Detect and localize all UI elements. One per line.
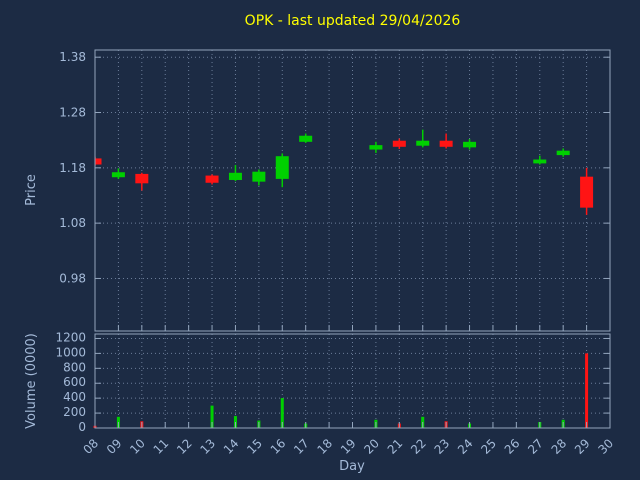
price-tick-label: 1.38 xyxy=(59,50,86,64)
volume-tick-label: 1200 xyxy=(55,330,86,344)
volume-axis-title: Volume (0000) xyxy=(24,333,39,429)
candle-body xyxy=(95,158,102,165)
volume-bar xyxy=(585,353,589,428)
day-tick-label: 14 xyxy=(221,436,242,457)
candle-body xyxy=(135,173,149,184)
candles-layer xyxy=(95,129,594,215)
day-tick-label: 26 xyxy=(502,436,523,457)
volume-tick-label: 200 xyxy=(63,405,86,419)
candle-body xyxy=(556,150,570,156)
day-tick-label: 08 xyxy=(80,436,101,457)
day-tick-label: 18 xyxy=(315,436,336,457)
day-tick-label: 20 xyxy=(361,436,382,457)
volume-tick-label: 400 xyxy=(63,390,86,404)
candle-body xyxy=(111,172,125,178)
price-tick-label: 0.98 xyxy=(59,271,86,285)
price-tick-label: 1.18 xyxy=(59,161,86,175)
day-tick-label: 19 xyxy=(338,436,359,457)
day-tick-label: 27 xyxy=(525,436,546,457)
price-tick-label: 1.28 xyxy=(59,106,86,120)
volume-panel-frame xyxy=(94,333,611,429)
candle-body xyxy=(228,172,242,180)
day-tick-label: 15 xyxy=(244,436,265,457)
day-tick-label: 13 xyxy=(197,436,218,457)
price-axis-title: Price xyxy=(24,174,39,206)
candle-body xyxy=(439,140,453,147)
day-tick-label: 16 xyxy=(268,436,289,457)
day-tick-label: 22 xyxy=(408,436,429,457)
day-tick-label: 24 xyxy=(455,436,476,457)
volume-bar xyxy=(280,398,284,428)
volume-tick-label: 800 xyxy=(63,360,86,374)
candle-body xyxy=(580,176,594,208)
candle-body xyxy=(275,156,289,179)
chart-title: OPK - last updated 29/04/2026 xyxy=(244,13,461,29)
volume-tick-label: 1000 xyxy=(55,345,86,359)
day-tick-label: 25 xyxy=(478,436,499,457)
day-tick-label: 09 xyxy=(104,436,125,457)
candle-body xyxy=(533,159,547,164)
candle-body xyxy=(463,141,477,148)
day-tick-label: 29 xyxy=(572,436,593,457)
day-tick-label: 17 xyxy=(291,436,312,457)
day-tick-label: 23 xyxy=(432,436,453,457)
price-tick-label: 1.08 xyxy=(59,216,86,230)
x-axis-title: Day xyxy=(339,459,365,474)
candle-body xyxy=(205,175,219,183)
day-tick-label: 10 xyxy=(127,436,148,457)
volume-tick-label: 0 xyxy=(78,420,86,434)
candle-body xyxy=(299,135,313,142)
day-tick-label: 11 xyxy=(151,436,172,457)
volume-bar xyxy=(210,405,214,428)
day-tick-label: 21 xyxy=(385,436,406,457)
day-tick-label: 30 xyxy=(595,436,616,457)
candle-body xyxy=(416,140,430,146)
candle-body xyxy=(392,140,406,147)
day-tick-label: 12 xyxy=(174,436,195,457)
day-tick-label: 28 xyxy=(549,436,570,457)
candle-body xyxy=(369,145,383,150)
candle-body xyxy=(252,171,266,182)
volume-tick-label: 600 xyxy=(63,375,86,389)
